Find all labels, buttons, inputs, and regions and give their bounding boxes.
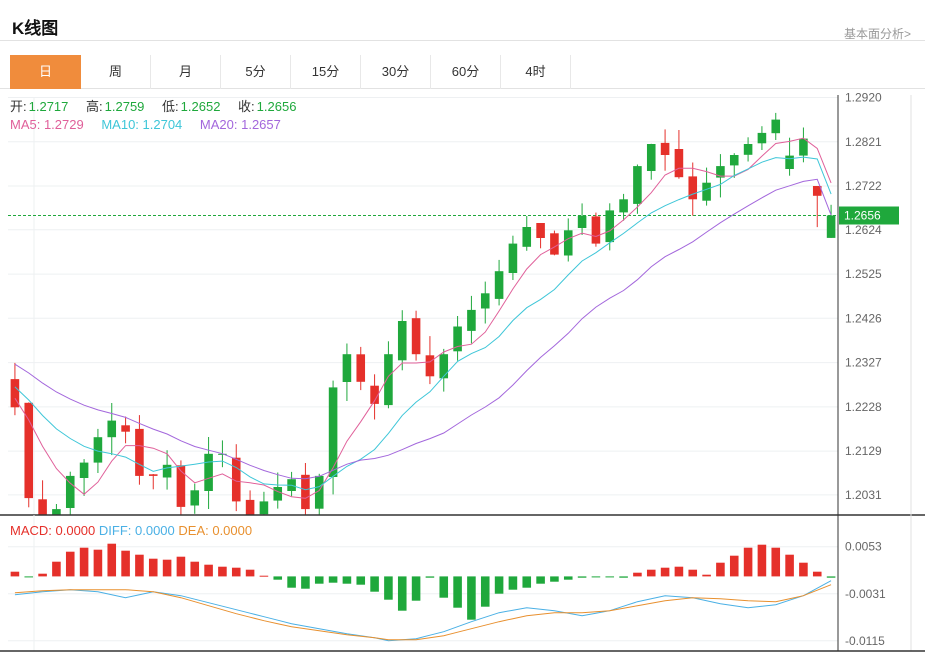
- svg-text:0.0053: 0.0053: [845, 540, 882, 554]
- svg-text:1.2426: 1.2426: [845, 311, 882, 325]
- svg-text:1.2525: 1.2525: [845, 267, 882, 281]
- svg-text:1.2228: 1.2228: [845, 400, 882, 414]
- svg-text:1.2821: 1.2821: [845, 135, 882, 149]
- svg-text:-0.0115: -0.0115: [845, 634, 885, 648]
- svg-text:1.2129: 1.2129: [845, 444, 882, 458]
- svg-text:1.2327: 1.2327: [845, 356, 882, 370]
- svg-text:-0.0031: -0.0031: [845, 587, 886, 601]
- svg-text:1.2031: 1.2031: [845, 488, 882, 502]
- svg-text:1.2722: 1.2722: [845, 179, 882, 193]
- svg-text:1.2656: 1.2656: [844, 209, 881, 223]
- svg-text:1.2624: 1.2624: [845, 223, 882, 237]
- svg-text:1.2920: 1.2920: [845, 91, 882, 105]
